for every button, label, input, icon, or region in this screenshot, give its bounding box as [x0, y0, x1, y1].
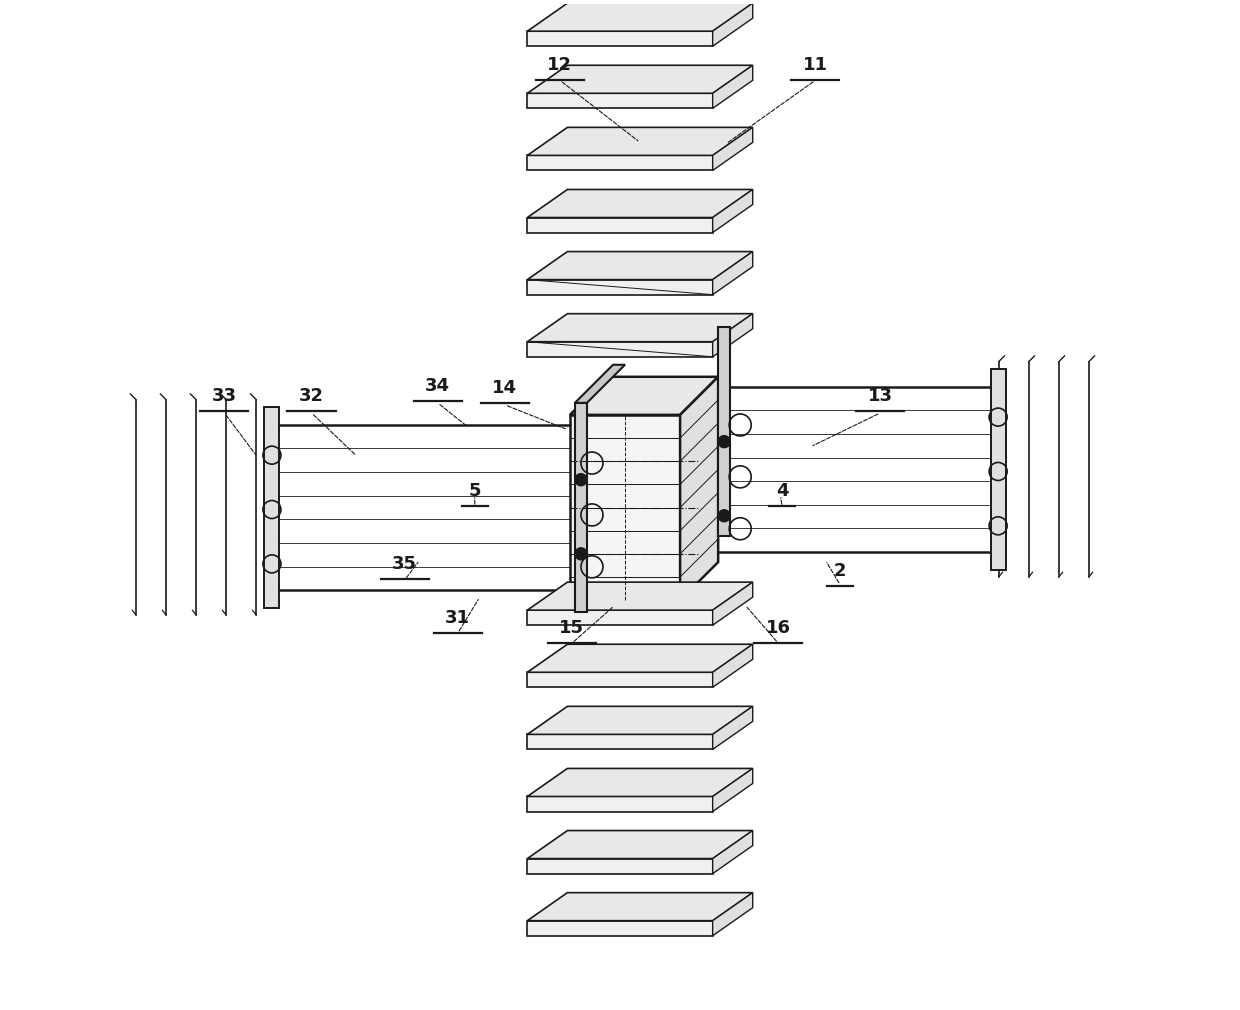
- Polygon shape: [713, 251, 753, 295]
- Polygon shape: [570, 377, 718, 415]
- Polygon shape: [264, 407, 279, 608]
- Polygon shape: [713, 127, 753, 171]
- Polygon shape: [527, 190, 753, 217]
- Text: 5: 5: [469, 482, 481, 500]
- Polygon shape: [713, 769, 753, 811]
- Polygon shape: [527, 217, 713, 232]
- Circle shape: [575, 547, 587, 560]
- Circle shape: [718, 435, 730, 447]
- Polygon shape: [527, 706, 753, 734]
- Text: 4: 4: [776, 482, 789, 500]
- Text: 12: 12: [547, 57, 573, 75]
- Polygon shape: [527, 93, 713, 108]
- Polygon shape: [575, 365, 625, 403]
- Polygon shape: [527, 66, 753, 93]
- Polygon shape: [713, 706, 753, 749]
- Polygon shape: [575, 403, 587, 612]
- Polygon shape: [527, 893, 753, 921]
- Polygon shape: [991, 369, 1006, 570]
- Polygon shape: [527, 610, 713, 625]
- Text: 35: 35: [392, 556, 417, 573]
- Polygon shape: [527, 280, 713, 295]
- Polygon shape: [527, 31, 713, 46]
- Polygon shape: [527, 582, 753, 610]
- Text: 2: 2: [835, 563, 847, 580]
- Polygon shape: [527, 251, 753, 280]
- Polygon shape: [527, 644, 753, 673]
- Text: 32: 32: [299, 387, 324, 405]
- Text: 13: 13: [868, 387, 893, 405]
- Text: 14: 14: [492, 379, 517, 397]
- Polygon shape: [527, 341, 713, 357]
- Text: 34: 34: [425, 377, 450, 395]
- Polygon shape: [718, 326, 730, 536]
- Polygon shape: [527, 858, 713, 874]
- Polygon shape: [527, 797, 713, 811]
- Polygon shape: [527, 127, 753, 156]
- Polygon shape: [570, 415, 680, 600]
- Circle shape: [718, 510, 730, 522]
- Polygon shape: [713, 190, 753, 232]
- Text: 15: 15: [559, 619, 584, 637]
- Text: 16: 16: [766, 619, 791, 637]
- Text: 33: 33: [212, 387, 237, 405]
- Polygon shape: [713, 644, 753, 687]
- Polygon shape: [713, 830, 753, 874]
- Polygon shape: [527, 673, 713, 687]
- Polygon shape: [527, 314, 753, 341]
- Text: 31: 31: [445, 609, 470, 627]
- Polygon shape: [713, 3, 753, 46]
- Polygon shape: [713, 582, 753, 625]
- Polygon shape: [527, 830, 753, 858]
- Polygon shape: [713, 314, 753, 357]
- Polygon shape: [713, 893, 753, 935]
- Polygon shape: [527, 3, 753, 31]
- Polygon shape: [527, 734, 713, 749]
- Text: 11: 11: [802, 57, 828, 75]
- Polygon shape: [527, 156, 713, 171]
- Polygon shape: [713, 66, 753, 108]
- Polygon shape: [527, 921, 713, 935]
- Polygon shape: [527, 769, 753, 797]
- Circle shape: [575, 474, 587, 486]
- Polygon shape: [680, 377, 718, 600]
